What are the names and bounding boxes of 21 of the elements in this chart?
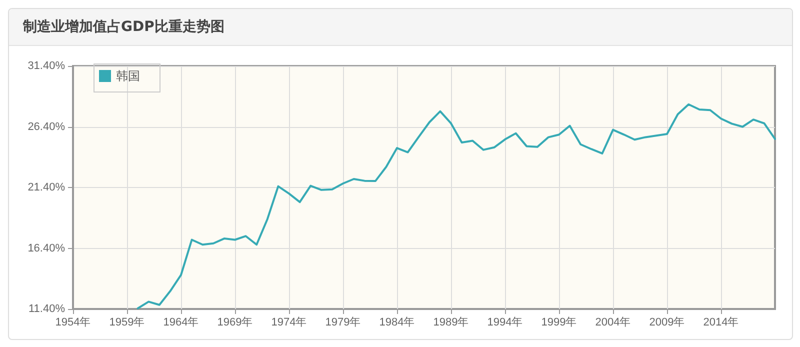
y-tick-label: 21.40% (28, 182, 66, 194)
x-tick-label: 1959年 (109, 316, 145, 328)
x-tick-label: 1974年 (271, 316, 307, 328)
x-tick-label: 2009年 (649, 316, 685, 328)
y-tick-label: 16.40% (28, 242, 66, 254)
legend-label: 韩国 (116, 69, 140, 83)
x-tick-label: 2004年 (595, 316, 631, 328)
x-tick-label: 1984年 (379, 316, 415, 328)
x-tick-label: 2014年 (703, 316, 739, 328)
chart-title: 制造业增加值占GDP比重走势图 (9, 9, 792, 46)
x-tick-label: 1989年 (433, 316, 469, 328)
x-tick-label: 1979年 (325, 316, 361, 328)
line-series (136, 103, 776, 310)
x-tick-label: 1954年 (55, 316, 91, 328)
y-tick-label: 26.40% (28, 120, 66, 133)
y-tick-label: 11.40% (28, 303, 66, 315)
x-tick-label: 1999年 (541, 316, 577, 328)
x-tick-label: 1964年 (163, 316, 199, 328)
x-tick-label: 1969年 (217, 316, 253, 328)
x-tick-label: 1994年 (487, 316, 523, 328)
y-tick-label: 31.40% (28, 60, 66, 72)
